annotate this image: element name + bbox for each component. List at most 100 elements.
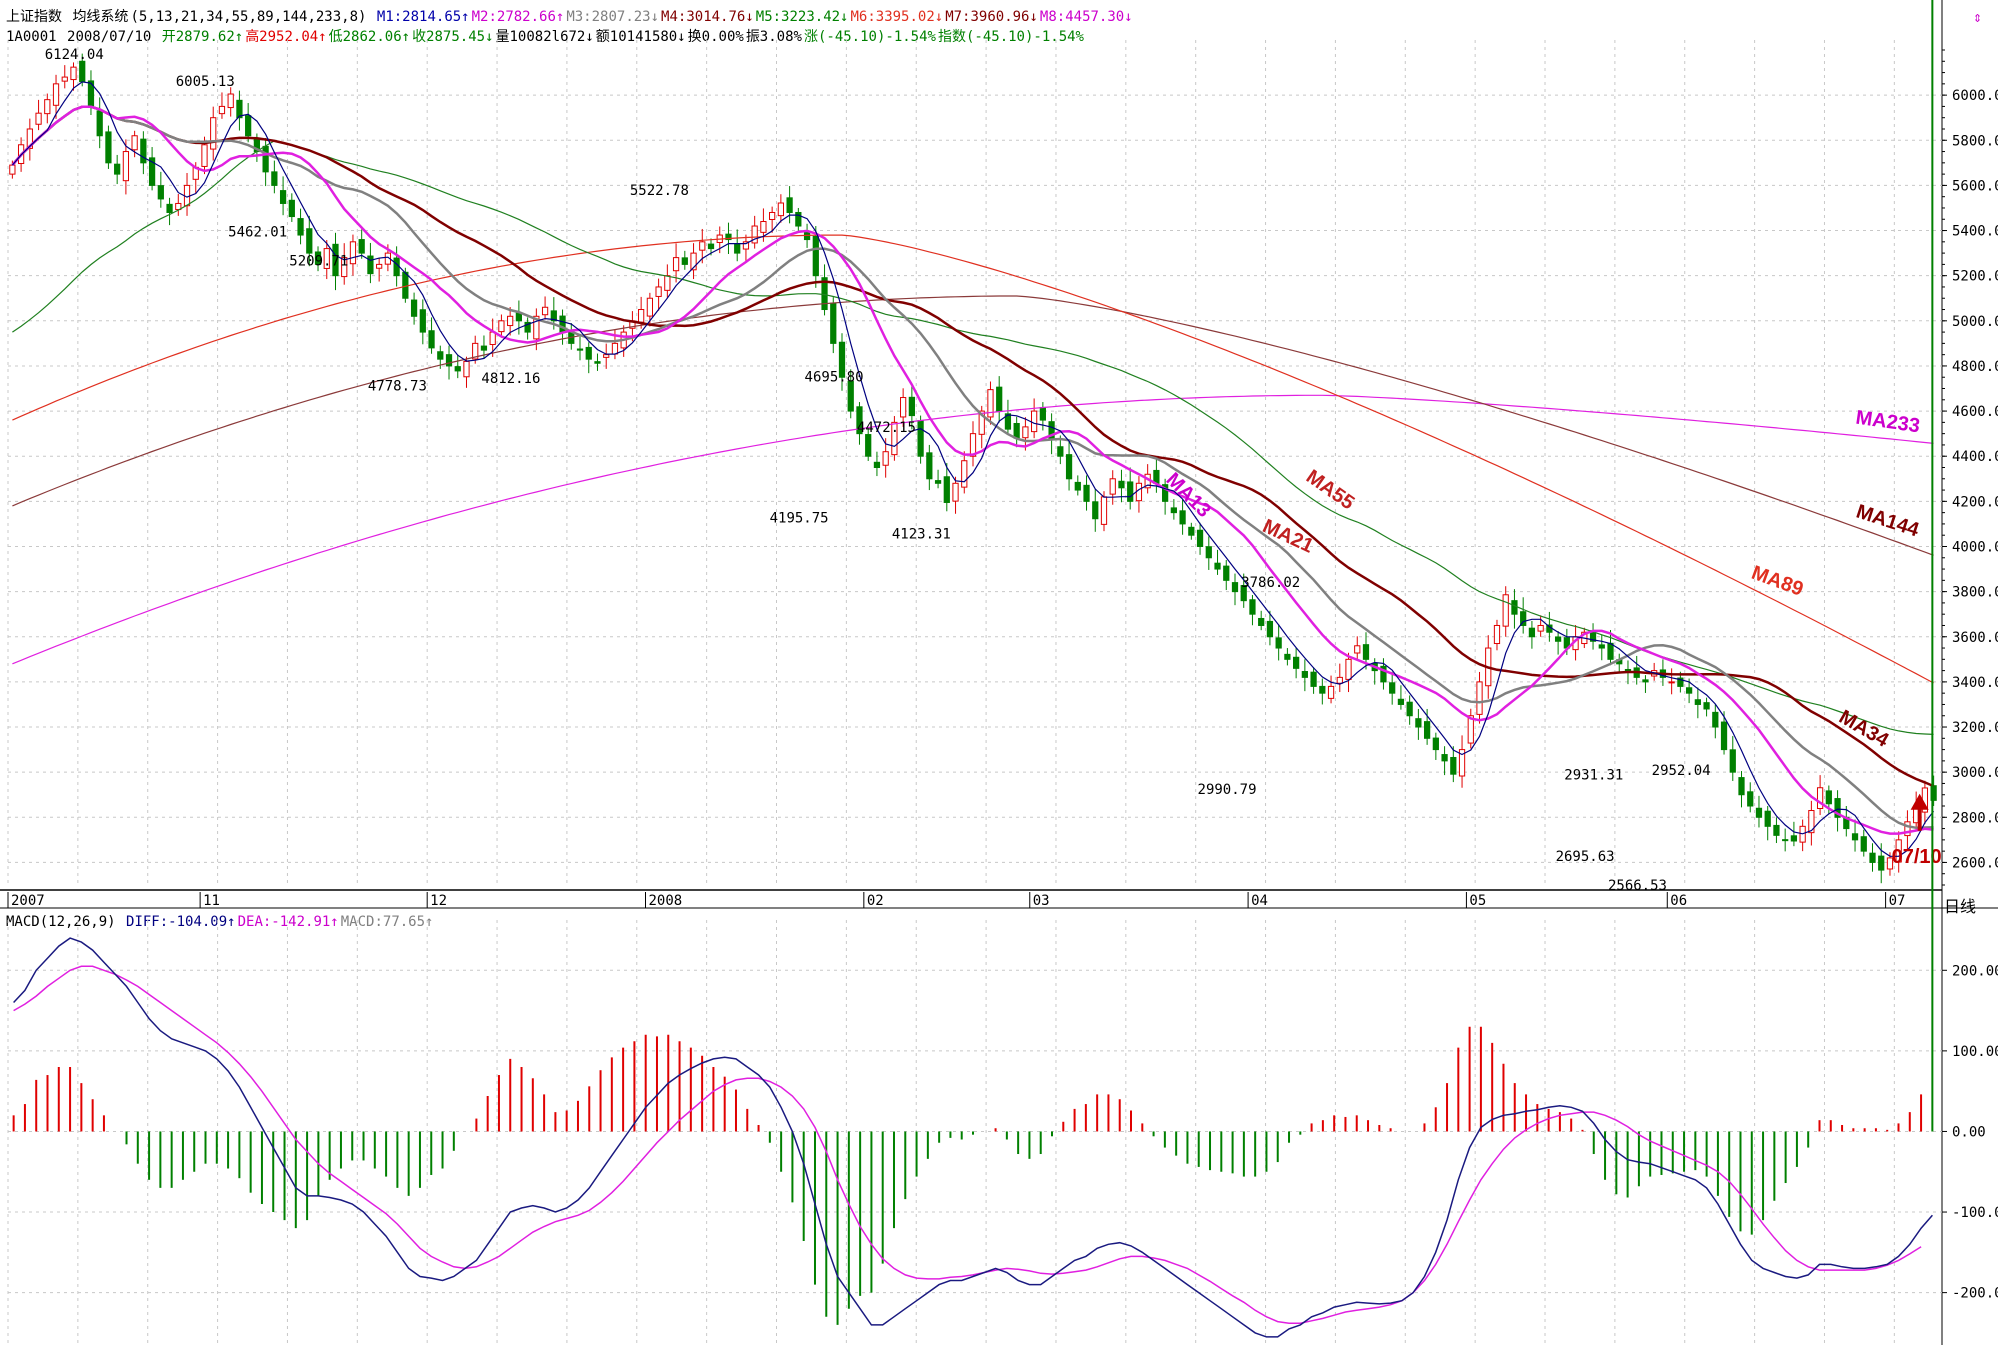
price-tick-label: 5800.0 [1952,133,1998,149]
candle-body [1022,426,1029,439]
candle-body [1764,810,1771,827]
candle-body [52,83,60,106]
time-tick-label: 04 [1251,893,1268,909]
candle-body [524,321,531,333]
ma-value-2: M3:2807.23↓ [566,9,660,25]
quote-items: 开2879.62↑ 高2952.04↑ 低2862.06↑ 收2875.45↓ 量100… [162,29,1086,45]
quote-item-3: 收2875.45↓ [412,29,494,45]
candle-body [122,151,130,182]
candle-body [393,257,400,277]
quote-header: 1A0001 2008/07/10 开2879.62↑ 高2952.04↑ 低286… [6,28,1088,46]
candle-body [943,476,950,503]
time-tick-label: 06 [1670,893,1687,909]
price-tick-label: 4800.0 [1952,359,1998,375]
candle-body [1362,644,1370,660]
candle-body [952,482,959,502]
candle-body [236,99,243,119]
candle-body [576,348,584,351]
price-annotation: 4472.15 [857,420,916,436]
candle-body [454,366,461,372]
candle-body [1284,653,1291,660]
candle-body [550,310,557,322]
candle-body [1598,644,1605,649]
candle-body [271,171,278,186]
candle-body [559,315,566,333]
candle-body [358,239,365,254]
candle-body [1266,620,1274,638]
candle-body [227,93,234,109]
candle-body [1423,721,1431,739]
candle-body [1118,480,1125,489]
candle-body [1458,749,1466,777]
quote-item-4: 量10082l672↓ [495,29,594,45]
candle-body [1310,671,1317,687]
candle-body [376,263,383,269]
candle-body [1685,687,1693,694]
candle-body [1450,756,1457,775]
candle-body [1301,671,1308,678]
macd-tick-label: 0.00 [1952,1124,1986,1140]
candle-body [996,386,1003,412]
ma144-line [12,295,1934,556]
candle-body [1109,478,1116,495]
candle-body [1677,677,1684,687]
candle-body [1869,852,1876,863]
price-tick-label: 3000.0 [1952,765,1998,781]
candle-body [70,66,77,81]
candle-body [1293,656,1300,669]
candle-body [917,420,924,457]
candle-body [1790,835,1798,842]
price-annotation: 2990.79 [1198,782,1257,798]
candle-body [1642,679,1649,683]
period-label[interactable]: 日线 [1944,897,1976,916]
ma55-label: MA55 [1302,466,1358,515]
candle-body [1127,481,1134,502]
candle-body [314,251,322,265]
price-annotation: 6005.13 [176,74,235,90]
candle-body [44,99,51,115]
candle-body [751,225,758,244]
price-tick-label: 5200.0 [1952,269,1998,285]
candle-body [1860,836,1867,852]
candle-body [865,434,872,457]
candle-body [1319,685,1326,694]
ma89-line [12,234,1934,684]
candle-body [288,199,295,218]
candle-body [908,396,915,417]
candle-body [1520,611,1527,626]
time-tick-label: 05 [1469,893,1486,909]
price-tick-label: 3600.0 [1952,630,1998,646]
candle-body [672,257,680,272]
price-tick-label: 4200.0 [1952,494,1998,510]
price-tick-label: 2600.0 [1952,855,1998,871]
candle-body [201,144,208,167]
candle-body [1895,839,1902,863]
candle-body [61,76,68,82]
candle-body [1738,777,1745,796]
price-annotation: 2952.04 [1652,763,1711,779]
price-annotation: 4778.73 [368,379,427,395]
candle-body [1039,406,1046,421]
candle-body [1092,501,1099,520]
price-tick-label: 2800.0 [1952,810,1998,826]
candle-body [210,117,217,150]
price-tick-label: 5400.0 [1952,224,1998,240]
candle-body [611,342,619,355]
up-down-arrows-icon[interactable]: ⇕ [1972,8,1982,26]
candle-body [498,320,505,333]
price-panel: MA233MA144MA89MA55MA34MA13MA216124.04600… [9,47,1942,894]
candle-body [873,461,881,468]
candle-body [603,354,610,358]
candle-body [1825,790,1832,805]
ma89-label: MA89 [1749,562,1807,601]
candle-body [1493,624,1501,645]
time-tick-label: 2008 [649,893,683,909]
candle-body [1083,484,1090,502]
candle-body [79,60,86,83]
macd-tick-label: 100.00 [1952,1044,1998,1060]
price-annotation: 5209.71 [289,253,348,269]
candle-body [1380,665,1387,683]
price-annotation: 4123.31 [892,527,951,543]
